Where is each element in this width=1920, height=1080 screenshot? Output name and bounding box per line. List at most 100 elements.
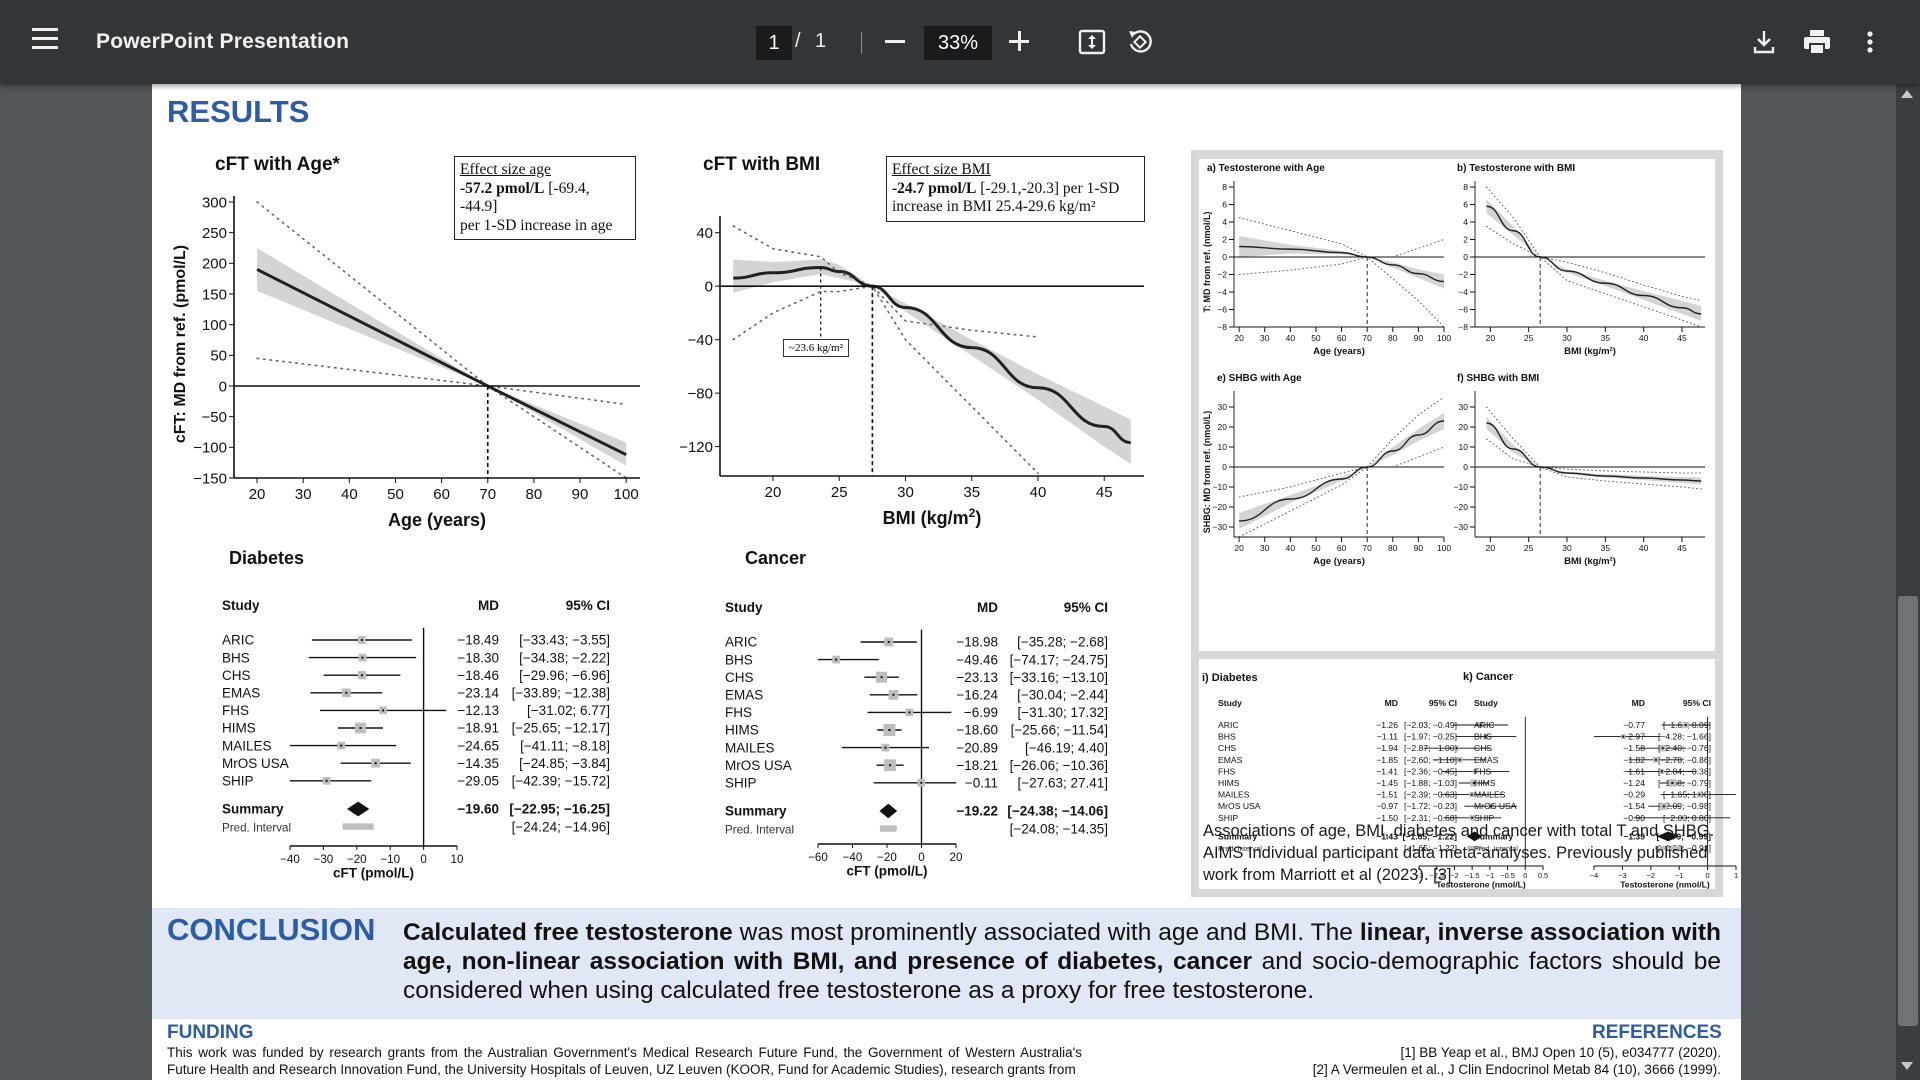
age-chart-y-tick-label: 150 xyxy=(202,286,227,303)
zoom-in-icon[interactable] xyxy=(1006,28,1032,54)
cancer-summary-diamond xyxy=(879,803,898,819)
cancer-row-point xyxy=(892,693,895,696)
scroll-down-arrow-icon[interactable] xyxy=(1901,1062,1913,1070)
document-title: PowerPoint Presentation xyxy=(96,30,350,53)
cancer-row-md: −16.24 xyxy=(956,688,998,703)
panel-i-summary-diamond xyxy=(1466,831,1483,842)
diabetes-row-md: −18.49 xyxy=(457,633,499,648)
panel-b-y-tick-label: −4 xyxy=(1458,287,1468,297)
diabetes-row-point xyxy=(340,744,343,747)
cancer-row-point xyxy=(887,641,890,643)
scrollbar-thumb[interactable] xyxy=(1898,596,1918,1026)
cancer-row-md: −23.13 xyxy=(956,670,998,685)
cancer-forest: Study MD 95% CI ARIC −18.98 [−35.28; −2.68] BH… xyxy=(725,600,1108,879)
fit-to-page-icon[interactable] xyxy=(1078,29,1106,55)
cancer-row-md: −49.46 xyxy=(956,652,998,667)
diabetes-row-study: MrOS USA xyxy=(222,756,289,771)
cancer-row-point xyxy=(920,781,923,784)
more-vert-icon[interactable] xyxy=(1862,28,1878,56)
right-figure-caption: Associations of age, BMI, diabetes and c… xyxy=(1203,822,1715,884)
diabetes-row-ci: [−25.65; −12.17] xyxy=(512,721,610,736)
panel-k-row-md: −0.29 xyxy=(1623,790,1645,800)
panel-i-row-ci: [−2.31; −0.68] xyxy=(1404,813,1457,823)
diabetes-x-tick-label: −20 xyxy=(347,853,367,866)
bmi-chart-y-tick-label: 0 xyxy=(705,278,713,295)
panel-i-x-tick-label: −0.5 xyxy=(1500,871,1515,880)
page-total: 1 xyxy=(815,30,827,52)
cancer-row-study: FHS xyxy=(725,705,752,720)
panel-b-ci-band xyxy=(1486,199,1702,321)
age-chart-y-tick-label: −100 xyxy=(193,440,227,457)
cancer-x-tick-label: 0 xyxy=(918,851,924,864)
scroll-up-arrow-icon[interactable] xyxy=(1901,90,1913,98)
diabetes-row-point xyxy=(359,727,362,729)
diabetes-pred-label: Pred. Interval xyxy=(222,821,291,834)
cancer-col-md: MD xyxy=(977,600,998,615)
panel-e-x-tick-label: 50 xyxy=(1311,543,1321,553)
panel-k-row-md: −1.24 xyxy=(1623,778,1645,788)
conclusion-heading: CONCLUSION xyxy=(167,912,376,947)
panel-f-title: f) SHBG with BMI xyxy=(1457,373,1539,384)
panel-f-x-tick-label: 40 xyxy=(1639,543,1649,553)
vertical-scrollbar[interactable] xyxy=(1896,84,1920,1080)
diabetes-x-tick-label: 10 xyxy=(451,853,464,866)
bmi-chart-x-tick-label: 40 xyxy=(1030,484,1047,501)
page-number-input[interactable] xyxy=(756,26,792,60)
panel-k-summary-ci: [−1.79; −0.99] xyxy=(1657,831,1712,841)
panel-i-x-tick-label: 0 xyxy=(1523,871,1527,880)
diabetes-x-tick-label: −30 xyxy=(314,853,334,866)
age-chart-y-tick-label: 100 xyxy=(202,317,227,334)
diabetes-row-md: −12.13 xyxy=(457,703,499,718)
age-chart-y-tick-label: 200 xyxy=(202,256,227,273)
download-icon[interactable] xyxy=(1750,28,1778,56)
age-chart-x-tick-label: 100 xyxy=(614,486,639,503)
panel-i-pred-label: Pred. Interval xyxy=(1218,844,1262,853)
panel-a-x-tick-label: 20 xyxy=(1234,333,1244,343)
panel-f-plot: −30 −20 −10 0 10 20 30 20 25 30 35 40 45 xyxy=(1454,391,1705,553)
panel-k-summary-md: −1.39 xyxy=(1623,831,1645,841)
diabetes-row-ci: [−34.38; −2.22] xyxy=(519,650,610,665)
menu-icon[interactable] xyxy=(32,28,58,52)
cancer-row-md: −6.99 xyxy=(964,705,998,720)
panel-a-x-tick-label: 50 xyxy=(1311,333,1321,343)
age-chart-ylabel: cFT: MD from ref. (pmol/L) xyxy=(172,245,189,443)
panel-b-y-tick-label: 6 xyxy=(1463,199,1468,209)
panel-k-row-ci: [−4.28; −1.66] xyxy=(1658,732,1711,742)
rotate-icon[interactable] xyxy=(1126,28,1154,56)
panel-k-row-point xyxy=(1662,805,1665,808)
results-heading: RESULTS xyxy=(167,94,310,129)
panel-i-summary-md: −1.43 xyxy=(1376,831,1398,841)
panel-e-x-tick-label: 30 xyxy=(1260,543,1270,553)
panel-e-y-tick-label: −30 xyxy=(1213,522,1228,532)
panel-b-y-tick-label: 0 xyxy=(1463,252,1468,262)
diabetes-x-tick-label: −10 xyxy=(380,853,400,866)
zoom-level-input[interactable] xyxy=(924,26,992,60)
panel-i-row-point xyxy=(1474,770,1477,773)
panel-k-row-md: −1.58 xyxy=(1623,743,1645,753)
cancer-row-ci: [−35.28; −2.68] xyxy=(1017,635,1108,650)
panel-e-plot: −30 −20 −10 0 10 20 30 20 30 40 50 60 70 80 90 100 xyxy=(1213,391,1451,553)
panel-i-row-point xyxy=(1472,782,1475,784)
panel-a-y-tick-label: −4 xyxy=(1217,287,1227,297)
diabetes-row-study: BHS xyxy=(222,650,250,665)
panel-i-x-tick-label: −2.5 xyxy=(1429,871,1444,880)
panel-e-x-tick-label: 20 xyxy=(1234,543,1244,553)
cancer-row-point xyxy=(908,711,911,714)
diabetes-row-point xyxy=(374,762,377,765)
zoom-out-icon[interactable] xyxy=(882,28,908,54)
bmi-chart-y-tick-label: −40 xyxy=(688,332,713,349)
age-chart-x-tick-label: 60 xyxy=(433,486,450,503)
panel-f-fit-line xyxy=(1486,422,1702,482)
panel-e-x-tick-label: 80 xyxy=(1388,543,1398,553)
cancer-row-study: EMAS xyxy=(725,688,763,703)
panel-i-row-ci: [−2.39; −0.63] xyxy=(1404,790,1457,800)
panel-a-x-tick-label: 60 xyxy=(1337,333,1347,343)
panel-i-row-study: EMAS xyxy=(1218,755,1243,765)
panel-k-row-point xyxy=(1654,758,1657,761)
diabetes-row-md: −24.65 xyxy=(457,738,499,753)
panel-k-row-ci: [−2.09; −0.98] xyxy=(1658,801,1711,811)
panel-i-col-md: MD xyxy=(1385,698,1398,708)
panel-k-row-md: −1.54 xyxy=(1623,801,1645,811)
print-icon[interactable] xyxy=(1802,28,1832,56)
